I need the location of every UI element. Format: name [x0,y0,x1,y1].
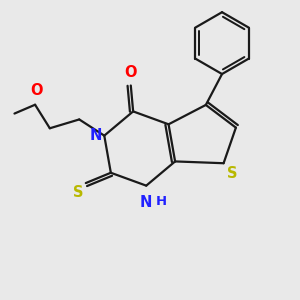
Text: O: O [30,83,43,98]
Text: H: H [155,195,167,208]
Text: S: S [227,166,238,181]
Text: S: S [73,185,83,200]
Text: N: N [89,128,102,143]
Text: N: N [140,195,152,210]
Text: O: O [124,65,137,80]
